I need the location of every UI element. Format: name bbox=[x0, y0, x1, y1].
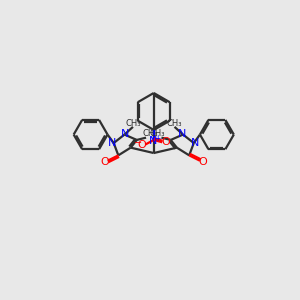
Text: CH₃: CH₃ bbox=[142, 129, 158, 138]
Text: CH₃: CH₃ bbox=[166, 118, 182, 127]
Text: O: O bbox=[198, 157, 207, 166]
Text: N: N bbox=[121, 129, 129, 139]
Text: O: O bbox=[101, 157, 110, 166]
Text: O: O bbox=[138, 140, 147, 150]
Text: O: O bbox=[161, 137, 170, 147]
Text: N: N bbox=[149, 136, 157, 146]
Text: N: N bbox=[108, 138, 116, 148]
Text: N: N bbox=[191, 138, 200, 148]
Text: CH₃: CH₃ bbox=[150, 129, 165, 138]
Text: N: N bbox=[178, 129, 186, 139]
Text: −: − bbox=[134, 138, 142, 148]
Text: +: + bbox=[154, 134, 161, 143]
Text: CH₃: CH₃ bbox=[126, 118, 142, 127]
